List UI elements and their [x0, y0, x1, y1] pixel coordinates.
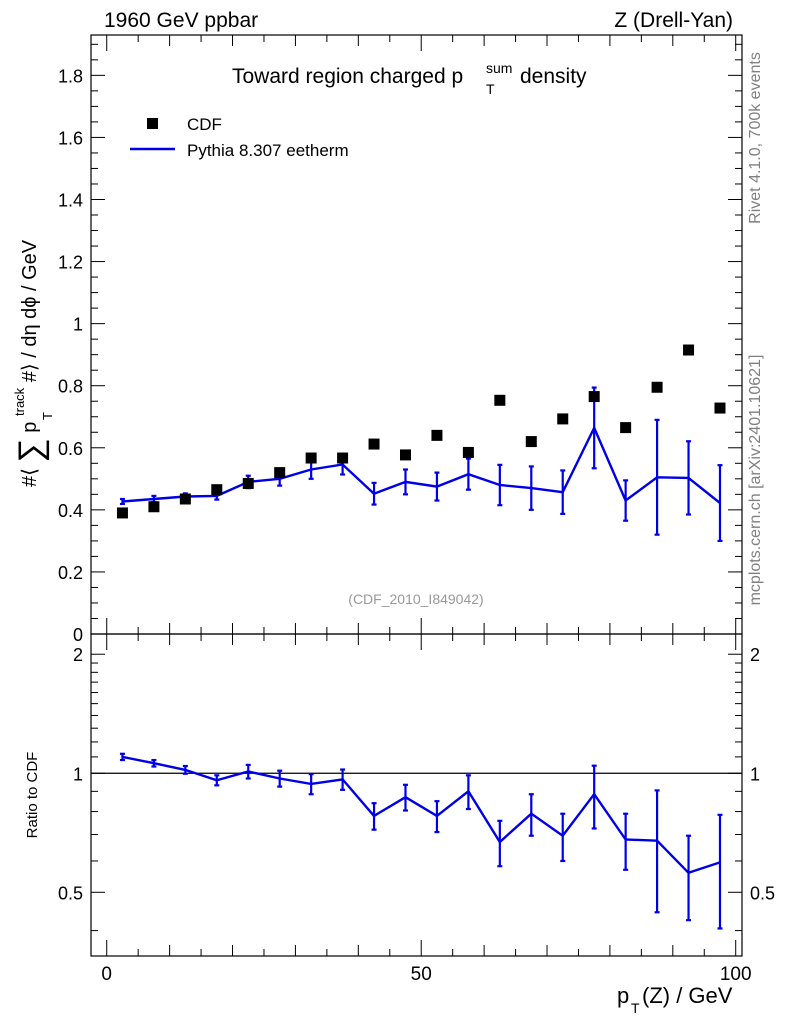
ylabel-post: #⟩ / dη dϕ / GeV	[19, 239, 41, 382]
main-y-axis-label: #⟨ ∑ p track #⟩ / dη dϕ / GeV T	[7, 239, 55, 487]
title-subscript: T	[486, 81, 495, 97]
cdf-data-point	[431, 429, 443, 441]
header-process: Z (Drell-Yan)	[614, 9, 733, 32]
legend-cdf-label: CDF	[187, 115, 222, 134]
cdf-data-point	[620, 422, 632, 434]
cdf-data-point	[714, 402, 726, 414]
x-axis-label: p T (Z) / GeV	[617, 983, 733, 1016]
cdf-data-point	[148, 501, 160, 513]
ratio-ytick-label: 0.5	[58, 883, 83, 903]
ratio-ytick-label-right: 0.5	[750, 883, 775, 903]
main-ytick-label: 1.6	[58, 128, 83, 148]
ratio-ytick-label: 1	[73, 764, 83, 784]
xlabel-post: (Z) / GeV	[642, 983, 733, 1008]
main-ytick-label: 0.6	[58, 439, 83, 459]
title-main: Toward region charged p	[232, 65, 463, 88]
ratio-ytick-label-right: 1	[750, 764, 760, 784]
cdf-data-point	[557, 413, 569, 425]
ylabel-sum: ∑	[12, 438, 50, 462]
legend: CDF Pythia 8.307 eetherm	[130, 115, 349, 160]
legend-pythia-label: Pythia 8.307 eetherm	[187, 141, 349, 160]
main-ytick-label: 1	[73, 315, 83, 335]
ratio-panel: 0.5 0.5 1 1 2 2 0 50 100 Ratio to CDF p T (Z) / …	[24, 633, 775, 1016]
cdf-data-point	[274, 467, 286, 479]
ylabel-p: p	[19, 422, 41, 433]
main-data-layer	[116, 344, 726, 542]
main-ytick-label: 0.2	[58, 563, 83, 583]
cdf-data-point	[494, 394, 506, 406]
ratio-ticks: 0.5 0.5 1 1 2 2 0 50 100	[58, 634, 775, 985]
mcplots-label: mcplots.cern.ch [arXiv:2401.10621]	[747, 355, 764, 606]
cdf-data-point	[211, 484, 223, 496]
rivet-label: Rivet 4.1.0, 700k events	[747, 52, 764, 224]
cdf-data-point	[462, 446, 474, 458]
ylabel-sub: T	[40, 412, 55, 420]
ylabel-pre: #⟨	[19, 468, 41, 487]
legend-cdf-marker	[147, 118, 158, 129]
xlabel-p: p	[617, 983, 629, 1008]
svg-text:Toward region charged p: Toward region charged p	[232, 65, 463, 88]
analysis-label: (CDF_2010_I849042)	[348, 591, 483, 607]
cdf-data-point	[242, 477, 254, 489]
ratio-xtick-label: 100	[720, 964, 752, 985]
xlabel-sub: T	[631, 1000, 640, 1016]
svg-text:#⟨ ∑ p: #⟨ ∑ p track #⟩ / dη dϕ / GeV	[7, 239, 50, 487]
title-tail: density	[520, 65, 587, 88]
main-ytick-label: 1.4	[58, 190, 83, 210]
main-panel: 0 0.2 0.4 0.6 0.8 1 1.2 1.4 1.6 1.8 Toward region…	[7, 34, 743, 645]
main-ytick-label: 1.8	[58, 66, 83, 86]
ratio-plot-frame	[90, 633, 743, 957]
ratio-series-line	[122, 755, 721, 875]
cdf-data-point	[651, 381, 663, 393]
cdf-data-point	[305, 452, 317, 464]
main-ytick-label: 1.2	[58, 253, 83, 273]
ratio-data-layer	[91, 752, 742, 930]
cdf-data-point	[683, 344, 695, 356]
ratio-ytick-label: 2	[73, 645, 83, 665]
main-ytick-label: 0	[73, 625, 83, 645]
ratio-y-axis-label: Ratio to CDF	[24, 752, 41, 839]
cdf-data-point	[116, 507, 128, 519]
cdf-data-point	[337, 452, 349, 464]
main-ytick-label: 0.4	[58, 501, 83, 521]
ylabel-sup: track	[12, 387, 27, 416]
ratio-xtick-label: 0	[101, 964, 112, 985]
main-ticks: 0 0.2 0.4 0.6 0.8 1 1.2 1.4 1.6 1.8	[58, 35, 742, 645]
ratio-xtick-label: 50	[411, 964, 432, 985]
main-ytick-label: 0.8	[58, 377, 83, 397]
ratio-ytick-label-right: 2	[750, 645, 760, 665]
header-energy: 1960 GeV ppbar	[104, 9, 258, 32]
cdf-data-point	[399, 449, 411, 461]
cdf-data-point	[368, 438, 380, 450]
plot-title: Toward region charged p sum T density	[232, 60, 587, 97]
cdf-data-point	[525, 436, 537, 448]
cdf-data-point	[588, 391, 600, 403]
cdf-data-point	[179, 493, 191, 505]
title-superscript: sum	[486, 60, 512, 76]
